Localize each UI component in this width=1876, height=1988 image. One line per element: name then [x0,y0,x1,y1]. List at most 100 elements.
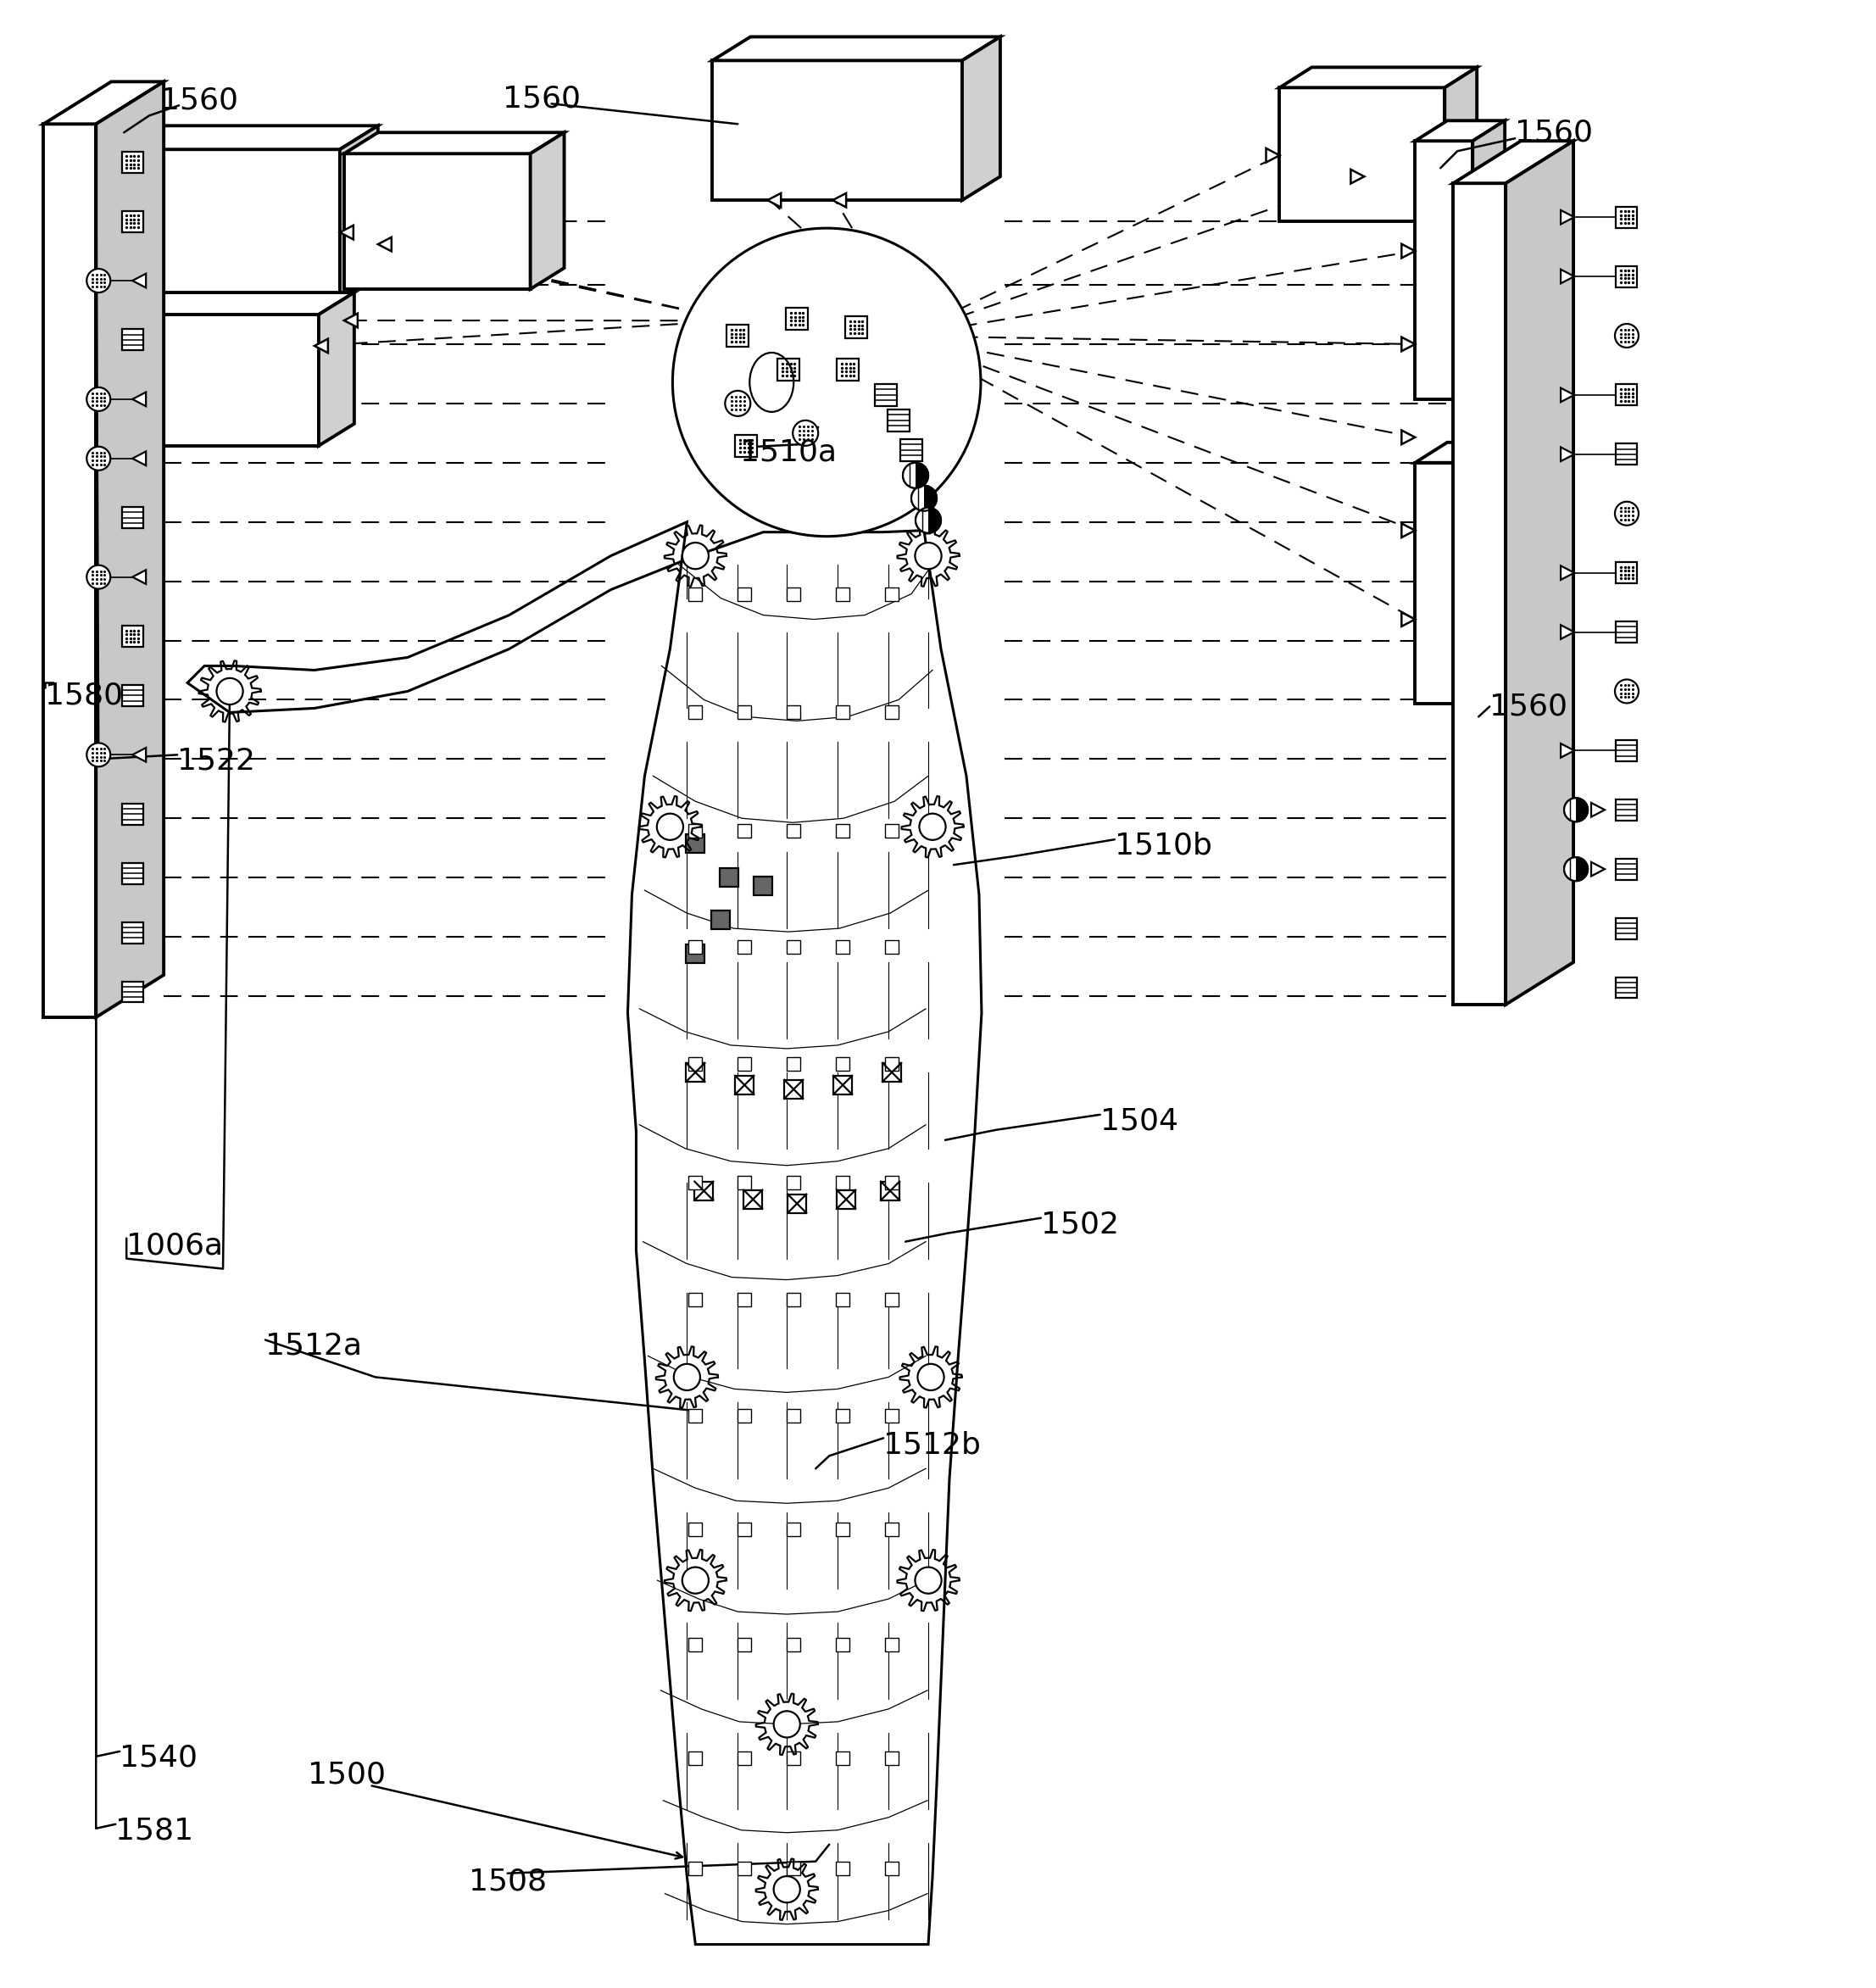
Bar [122,982,143,1002]
Bar [885,1175,899,1189]
Bar [687,835,705,853]
Bar [885,1058,899,1072]
Bar [720,869,739,887]
Circle shape [86,447,111,471]
Bar [786,940,801,954]
Polygon shape [340,225,353,239]
Bar [1615,976,1638,998]
Circle shape [915,1567,942,1594]
Polygon shape [1561,567,1574,580]
Polygon shape [1473,443,1505,704]
Bar [1279,87,1445,221]
Polygon shape [1401,245,1415,258]
Bar [786,586,801,600]
Polygon shape [1473,121,1505,400]
Circle shape [902,463,929,489]
Bar [784,1079,803,1099]
Circle shape [86,268,111,292]
Bar [737,1523,750,1537]
Circle shape [1615,501,1638,525]
Bar [885,1638,899,1652]
Bar [788,1195,807,1213]
Polygon shape [1561,388,1574,402]
Bar [786,1409,801,1423]
Polygon shape [1561,211,1574,225]
Polygon shape [99,292,355,314]
Bar [837,1175,850,1189]
Bar [786,308,809,330]
Polygon shape [315,338,328,354]
Circle shape [86,388,111,412]
Bar [726,324,749,346]
Bar [688,1175,702,1189]
Bar [122,211,143,233]
Bar [885,825,899,837]
Text: 1522: 1522 [176,746,255,775]
Bar [777,358,799,380]
Bar [786,1523,801,1537]
Bar [1615,207,1638,229]
Bar [122,863,143,885]
Circle shape [673,229,981,537]
Bar [786,1638,801,1652]
Bar [1615,918,1638,938]
Text: 1560: 1560 [159,85,238,115]
Circle shape [683,543,709,569]
Polygon shape [1561,624,1574,638]
Circle shape [915,507,942,533]
Bar [122,330,143,350]
Polygon shape [1401,338,1415,352]
Polygon shape [1415,121,1505,141]
Polygon shape [1415,443,1505,463]
Bar [1615,622,1638,642]
Polygon shape [343,133,565,153]
Text: 1560: 1560 [503,83,580,113]
Bar [837,1409,850,1423]
Bar [837,1861,850,1875]
Bar [122,507,143,529]
Polygon shape [1561,447,1574,461]
Wedge shape [912,485,925,511]
Text: 1512b: 1512b [884,1431,981,1459]
Bar [885,940,899,954]
Circle shape [86,565,111,588]
Bar [882,1064,900,1081]
Bar [837,1638,850,1652]
Polygon shape [188,523,981,1944]
Bar [1615,740,1638,761]
Bar [837,1751,850,1765]
Bar [1454,183,1506,1004]
Bar [885,706,899,720]
Circle shape [917,1364,944,1390]
Circle shape [683,1567,709,1594]
Bar [688,940,702,954]
Bar [122,626,143,646]
Wedge shape [915,507,929,533]
Bar [688,706,702,720]
Bar [688,1751,702,1765]
Polygon shape [133,571,146,584]
Circle shape [724,392,750,415]
Text: 1512a: 1512a [265,1332,362,1360]
Bar [786,1175,801,1189]
Text: 1560: 1560 [1490,692,1568,722]
Bar [837,940,850,954]
Bar [900,439,923,461]
Circle shape [657,813,683,841]
Bar [887,410,910,431]
Bar [737,940,750,954]
Bar [833,1076,852,1093]
Bar [846,316,867,338]
Bar [754,877,773,895]
Bar [837,1058,850,1072]
Bar [99,314,319,445]
Text: 1508: 1508 [469,1867,546,1897]
Bar [882,1181,899,1201]
Circle shape [773,1877,799,1903]
Circle shape [86,744,111,767]
Polygon shape [1591,803,1604,817]
Bar [122,803,143,825]
Bar [737,825,750,837]
Polygon shape [1401,429,1415,445]
Bar [688,1409,702,1423]
